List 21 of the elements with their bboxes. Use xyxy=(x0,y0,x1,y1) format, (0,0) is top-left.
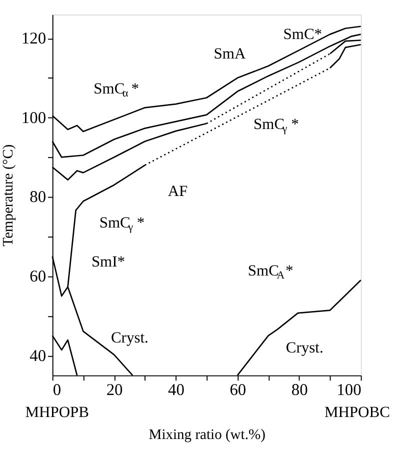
annotation: AF xyxy=(168,183,188,200)
y-tick-label: 80 xyxy=(30,187,46,206)
x-tick-label: 20 xyxy=(106,380,123,400)
annotation: SmI* xyxy=(91,254,126,271)
x-axis-title: Mixing ratio (wt.%) xyxy=(148,426,266,443)
x-tick-label: 0 xyxy=(52,380,62,400)
y-tick-label: 100 xyxy=(21,108,46,127)
text: MHPOBC xyxy=(324,404,390,422)
y-axis-title: Temperature (°C) xyxy=(0,144,17,246)
y-tick-label: 120 xyxy=(21,28,46,48)
y-tick-label: 40 xyxy=(30,346,46,365)
x-tick-label: 80 xyxy=(291,380,308,400)
annotation: SmA xyxy=(214,46,246,63)
x-tick-label: 60 xyxy=(230,380,246,400)
text: MHPOPB xyxy=(25,404,89,422)
annotation: Cryst. xyxy=(110,330,148,347)
y-tick-label: 60 xyxy=(30,266,46,286)
annotation: SmC* xyxy=(283,26,322,43)
x-tick-label: 100 xyxy=(336,380,362,400)
annotation: Cryst. xyxy=(286,339,324,356)
x-tick-label: 40 xyxy=(168,380,184,400)
